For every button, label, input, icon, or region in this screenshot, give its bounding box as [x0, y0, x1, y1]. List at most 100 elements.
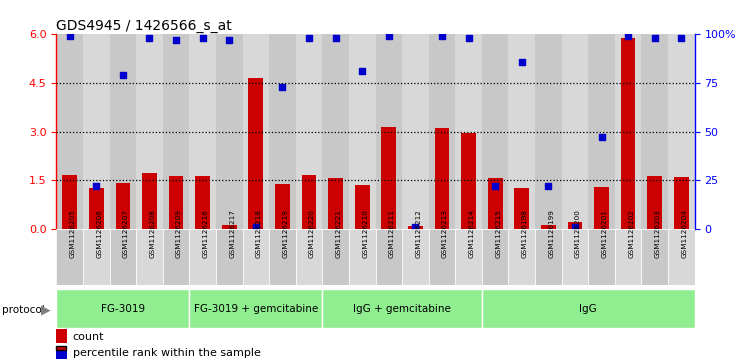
- Bar: [482, 34, 508, 229]
- Point: [303, 36, 315, 41]
- Bar: [641, 34, 668, 229]
- Text: GSM1126203: GSM1126203: [655, 209, 661, 258]
- Point: [649, 36, 661, 41]
- Bar: [189, 34, 216, 229]
- Bar: [189, 229, 216, 285]
- Bar: [56, 229, 83, 285]
- Text: FG-3019 + gemcitabine: FG-3019 + gemcitabine: [194, 303, 318, 314]
- Point: [622, 33, 634, 39]
- Bar: [382, 127, 396, 229]
- Point: [436, 33, 448, 39]
- Bar: [296, 34, 322, 229]
- Bar: [275, 184, 290, 229]
- Bar: [296, 229, 322, 285]
- Bar: [136, 34, 163, 229]
- Bar: [435, 128, 449, 229]
- Bar: [429, 34, 455, 229]
- Point: [489, 183, 501, 189]
- Text: GSM1126208: GSM1126208: [149, 209, 155, 258]
- Bar: [674, 177, 689, 229]
- Text: GSM1126204: GSM1126204: [681, 209, 687, 258]
- Point: [250, 224, 262, 230]
- Text: GSM1126212: GSM1126212: [415, 209, 421, 258]
- Bar: [376, 34, 402, 229]
- Bar: [110, 229, 136, 285]
- Bar: [455, 34, 482, 229]
- Bar: [349, 34, 376, 229]
- Text: percentile rank within the sample: percentile rank within the sample: [73, 348, 261, 358]
- Text: GSM1126199: GSM1126199: [548, 209, 554, 258]
- Bar: [408, 226, 423, 229]
- Text: GSM1126220: GSM1126220: [309, 209, 315, 258]
- Bar: [169, 176, 183, 229]
- Bar: [615, 229, 641, 285]
- Text: GSM1126215: GSM1126215: [495, 209, 501, 258]
- Bar: [142, 173, 157, 229]
- Text: GSM1126205: GSM1126205: [70, 209, 76, 258]
- Bar: [668, 229, 695, 285]
- Text: GSM1126201: GSM1126201: [602, 209, 608, 258]
- Bar: [562, 34, 588, 229]
- Text: IgG: IgG: [580, 303, 597, 314]
- Bar: [62, 175, 77, 229]
- Text: ▶: ▶: [41, 304, 51, 317]
- Bar: [322, 229, 349, 285]
- Bar: [461, 133, 476, 229]
- Text: GSM1126213: GSM1126213: [442, 209, 448, 258]
- Point: [409, 224, 421, 230]
- Point: [223, 37, 235, 43]
- Bar: [163, 34, 189, 229]
- Bar: [568, 221, 582, 229]
- Bar: [163, 229, 189, 285]
- Text: GSM1126218: GSM1126218: [256, 209, 262, 258]
- Point: [64, 33, 76, 39]
- Point: [276, 84, 288, 90]
- Point: [675, 36, 687, 41]
- Bar: [322, 34, 349, 229]
- Bar: [195, 176, 210, 229]
- Bar: [482, 289, 695, 328]
- Bar: [429, 229, 455, 285]
- Bar: [641, 229, 668, 285]
- Point: [170, 37, 182, 43]
- Text: GSM1126221: GSM1126221: [336, 209, 342, 258]
- Bar: [402, 229, 429, 285]
- Bar: [243, 34, 269, 229]
- Point: [90, 183, 102, 189]
- Bar: [56, 34, 83, 229]
- Bar: [83, 229, 110, 285]
- Point: [356, 69, 368, 74]
- Bar: [269, 229, 296, 285]
- Bar: [116, 183, 130, 229]
- Text: GSM1126210: GSM1126210: [362, 209, 368, 258]
- Point: [516, 59, 528, 65]
- Bar: [508, 34, 535, 229]
- Bar: [376, 229, 402, 285]
- Text: GDS4945 / 1426566_s_at: GDS4945 / 1426566_s_at: [56, 20, 232, 33]
- Point: [383, 33, 395, 39]
- Text: GSM1126207: GSM1126207: [123, 209, 129, 258]
- Bar: [588, 229, 615, 285]
- Text: protocol: protocol: [2, 305, 44, 315]
- Point: [569, 224, 581, 230]
- Point: [542, 183, 554, 189]
- Bar: [562, 229, 588, 285]
- Bar: [508, 229, 535, 285]
- Text: GSM1126216: GSM1126216: [203, 209, 209, 258]
- Bar: [136, 229, 163, 285]
- Bar: [535, 229, 562, 285]
- Bar: [216, 229, 243, 285]
- Bar: [328, 178, 343, 229]
- Text: GSM1126211: GSM1126211: [389, 209, 395, 258]
- Bar: [189, 289, 322, 328]
- Text: GSM1126217: GSM1126217: [229, 209, 235, 258]
- Text: count: count: [73, 332, 104, 342]
- Point: [117, 72, 129, 78]
- Point: [596, 135, 608, 140]
- Text: GSM1126219: GSM1126219: [282, 209, 288, 258]
- Bar: [249, 78, 263, 229]
- Text: GSM1126202: GSM1126202: [628, 209, 634, 258]
- Bar: [243, 229, 269, 285]
- Point: [463, 36, 475, 41]
- Text: GSM1126209: GSM1126209: [176, 209, 182, 258]
